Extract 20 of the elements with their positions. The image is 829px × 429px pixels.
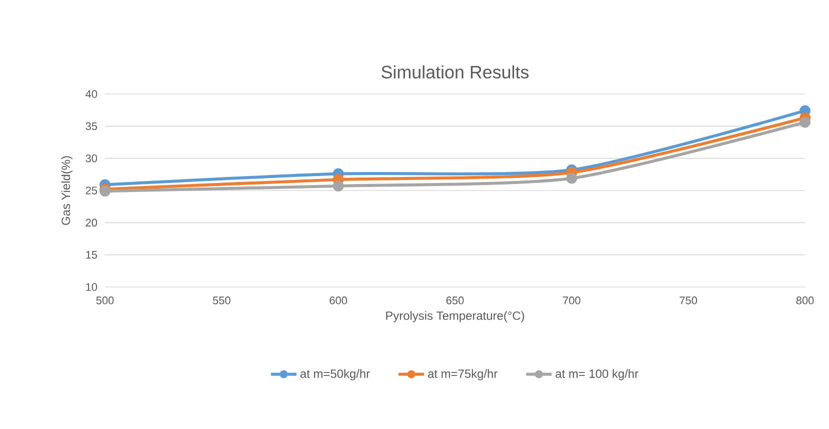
x-tick-label: 750: [680, 296, 698, 304]
legend-label: at m=50kg/hr: [300, 369, 370, 380]
x-tick-label: 700: [563, 296, 580, 304]
legend-label: at m= 100 kg/hr: [556, 369, 638, 380]
x-tick-label: 500: [96, 296, 114, 304]
y-tick-label: 40: [86, 90, 98, 98]
y-tick-label: 15: [86, 251, 98, 259]
x-tick-label: 600: [330, 296, 348, 304]
y-tick-label: 35: [86, 122, 98, 130]
legend-label: at m=75kg/hr: [428, 369, 498, 380]
y-axis-title: Gas Yield(%): [61, 156, 72, 225]
chart-title: Simulation Results: [382, 65, 529, 78]
x-axis-title: Pyrolysis Temperature(°C): [386, 311, 524, 322]
x-tick-label: 800: [796, 296, 814, 304]
y-tick-label: 30: [86, 154, 98, 162]
x-tick-label: 650: [446, 296, 464, 304]
y-tick-label: 25: [86, 186, 98, 194]
y-tick-label: 20: [86, 218, 98, 227]
x-tick-label: 550: [212, 296, 230, 304]
y-tick-label: 10: [86, 283, 98, 291]
